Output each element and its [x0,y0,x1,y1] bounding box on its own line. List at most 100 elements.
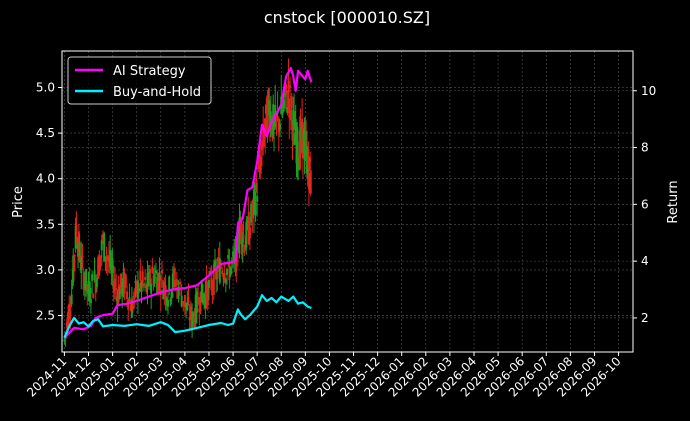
candle-body [169,299,172,302]
candle-body [182,301,185,305]
candle-body [130,299,133,318]
candle-body [122,272,125,292]
candle-body [63,339,66,342]
candle-body [222,277,225,279]
candle-body [73,255,76,257]
candle-body [69,310,72,315]
candle-body [307,172,310,190]
candle-body [109,249,112,267]
candle-body [245,222,248,248]
candle-body [157,273,160,291]
candle-body [277,118,280,132]
candle-body [86,285,89,290]
candle-body [170,291,173,299]
candle-body [256,195,259,202]
candle-body [252,189,255,215]
candle-body [173,268,176,276]
y-right-tick-label: 8 [641,141,649,155]
candle-body [200,280,203,303]
y-left-tick-label: 2.5 [36,309,55,323]
candle-body [132,301,135,310]
candle-body [191,311,194,330]
legend-label: AI Strategy [113,64,186,79]
candle-body [220,266,223,268]
candle-body [110,263,113,270]
candle-body [267,89,270,99]
candle-body [70,294,73,305]
candle-body [163,281,166,290]
candle-body [75,225,78,233]
candle-body [203,295,206,302]
candle-body [216,270,219,279]
candle-body [294,119,297,140]
candle-body [221,270,224,275]
candle-body [281,109,284,115]
candle-body [153,274,156,284]
candle-body [210,278,213,291]
candle-body [254,202,257,216]
candle-body [304,132,307,156]
candle-body [185,303,188,307]
candle-body [227,255,230,259]
y-left-tick-label: 5.0 [36,80,55,94]
candle-body [78,241,81,256]
candle-body [107,256,110,262]
candle-body [187,297,190,303]
candle-body [136,280,139,299]
candle-body [148,268,151,287]
candle-body [88,281,91,303]
candle-body [115,288,118,290]
candle-body [120,273,123,288]
candle-body [142,284,145,286]
candle-body [204,291,207,309]
candle-body [262,123,265,147]
candle-body [229,267,232,276]
series-line [63,66,313,339]
candle-body [134,281,137,284]
candle-body [112,280,115,293]
plot-frame [61,50,634,353]
candle-body [286,107,289,113]
candle-body [207,280,210,288]
candle-body [232,251,235,257]
candle-body [100,240,103,251]
candle-body [67,312,70,330]
candle-body [242,234,245,236]
candle-body [175,279,178,286]
legend-label: Buy-and-Hold [113,85,201,100]
candle-body [168,276,171,290]
candle-body [117,286,120,302]
candle-body [179,281,182,285]
candle-body [85,269,88,291]
candle-body [285,84,288,95]
candle-body [123,273,126,294]
candle-body [244,246,247,251]
candle-body [124,275,127,286]
candle-body [167,300,170,307]
candle-body [171,273,174,290]
candle-body [92,294,95,299]
candle-body [296,126,299,161]
candle-body [293,111,296,114]
candle-body [87,281,90,295]
y-axis-right-label: Return [666,180,681,223]
y-left-tick-label: 4.5 [36,126,55,140]
candle-body [156,277,159,293]
candle-body [83,282,86,289]
candle-body [186,301,189,311]
candle-body [240,224,243,249]
y-left-tick-label: 4.0 [36,172,55,186]
y-axis-left-label: Price [11,186,26,218]
candle-body [139,271,142,281]
y-right-tick-label: 10 [641,84,656,98]
y-right-tick-label: 6 [641,197,649,211]
candle-body [165,298,168,306]
candle-body [188,317,191,320]
candle-body [80,256,83,273]
candle-body [144,277,147,280]
candle-body [246,220,249,228]
y-right-tick-label: 2 [641,311,649,325]
candle-body [133,291,136,300]
series-lines [63,66,313,339]
candle-body [247,211,250,244]
